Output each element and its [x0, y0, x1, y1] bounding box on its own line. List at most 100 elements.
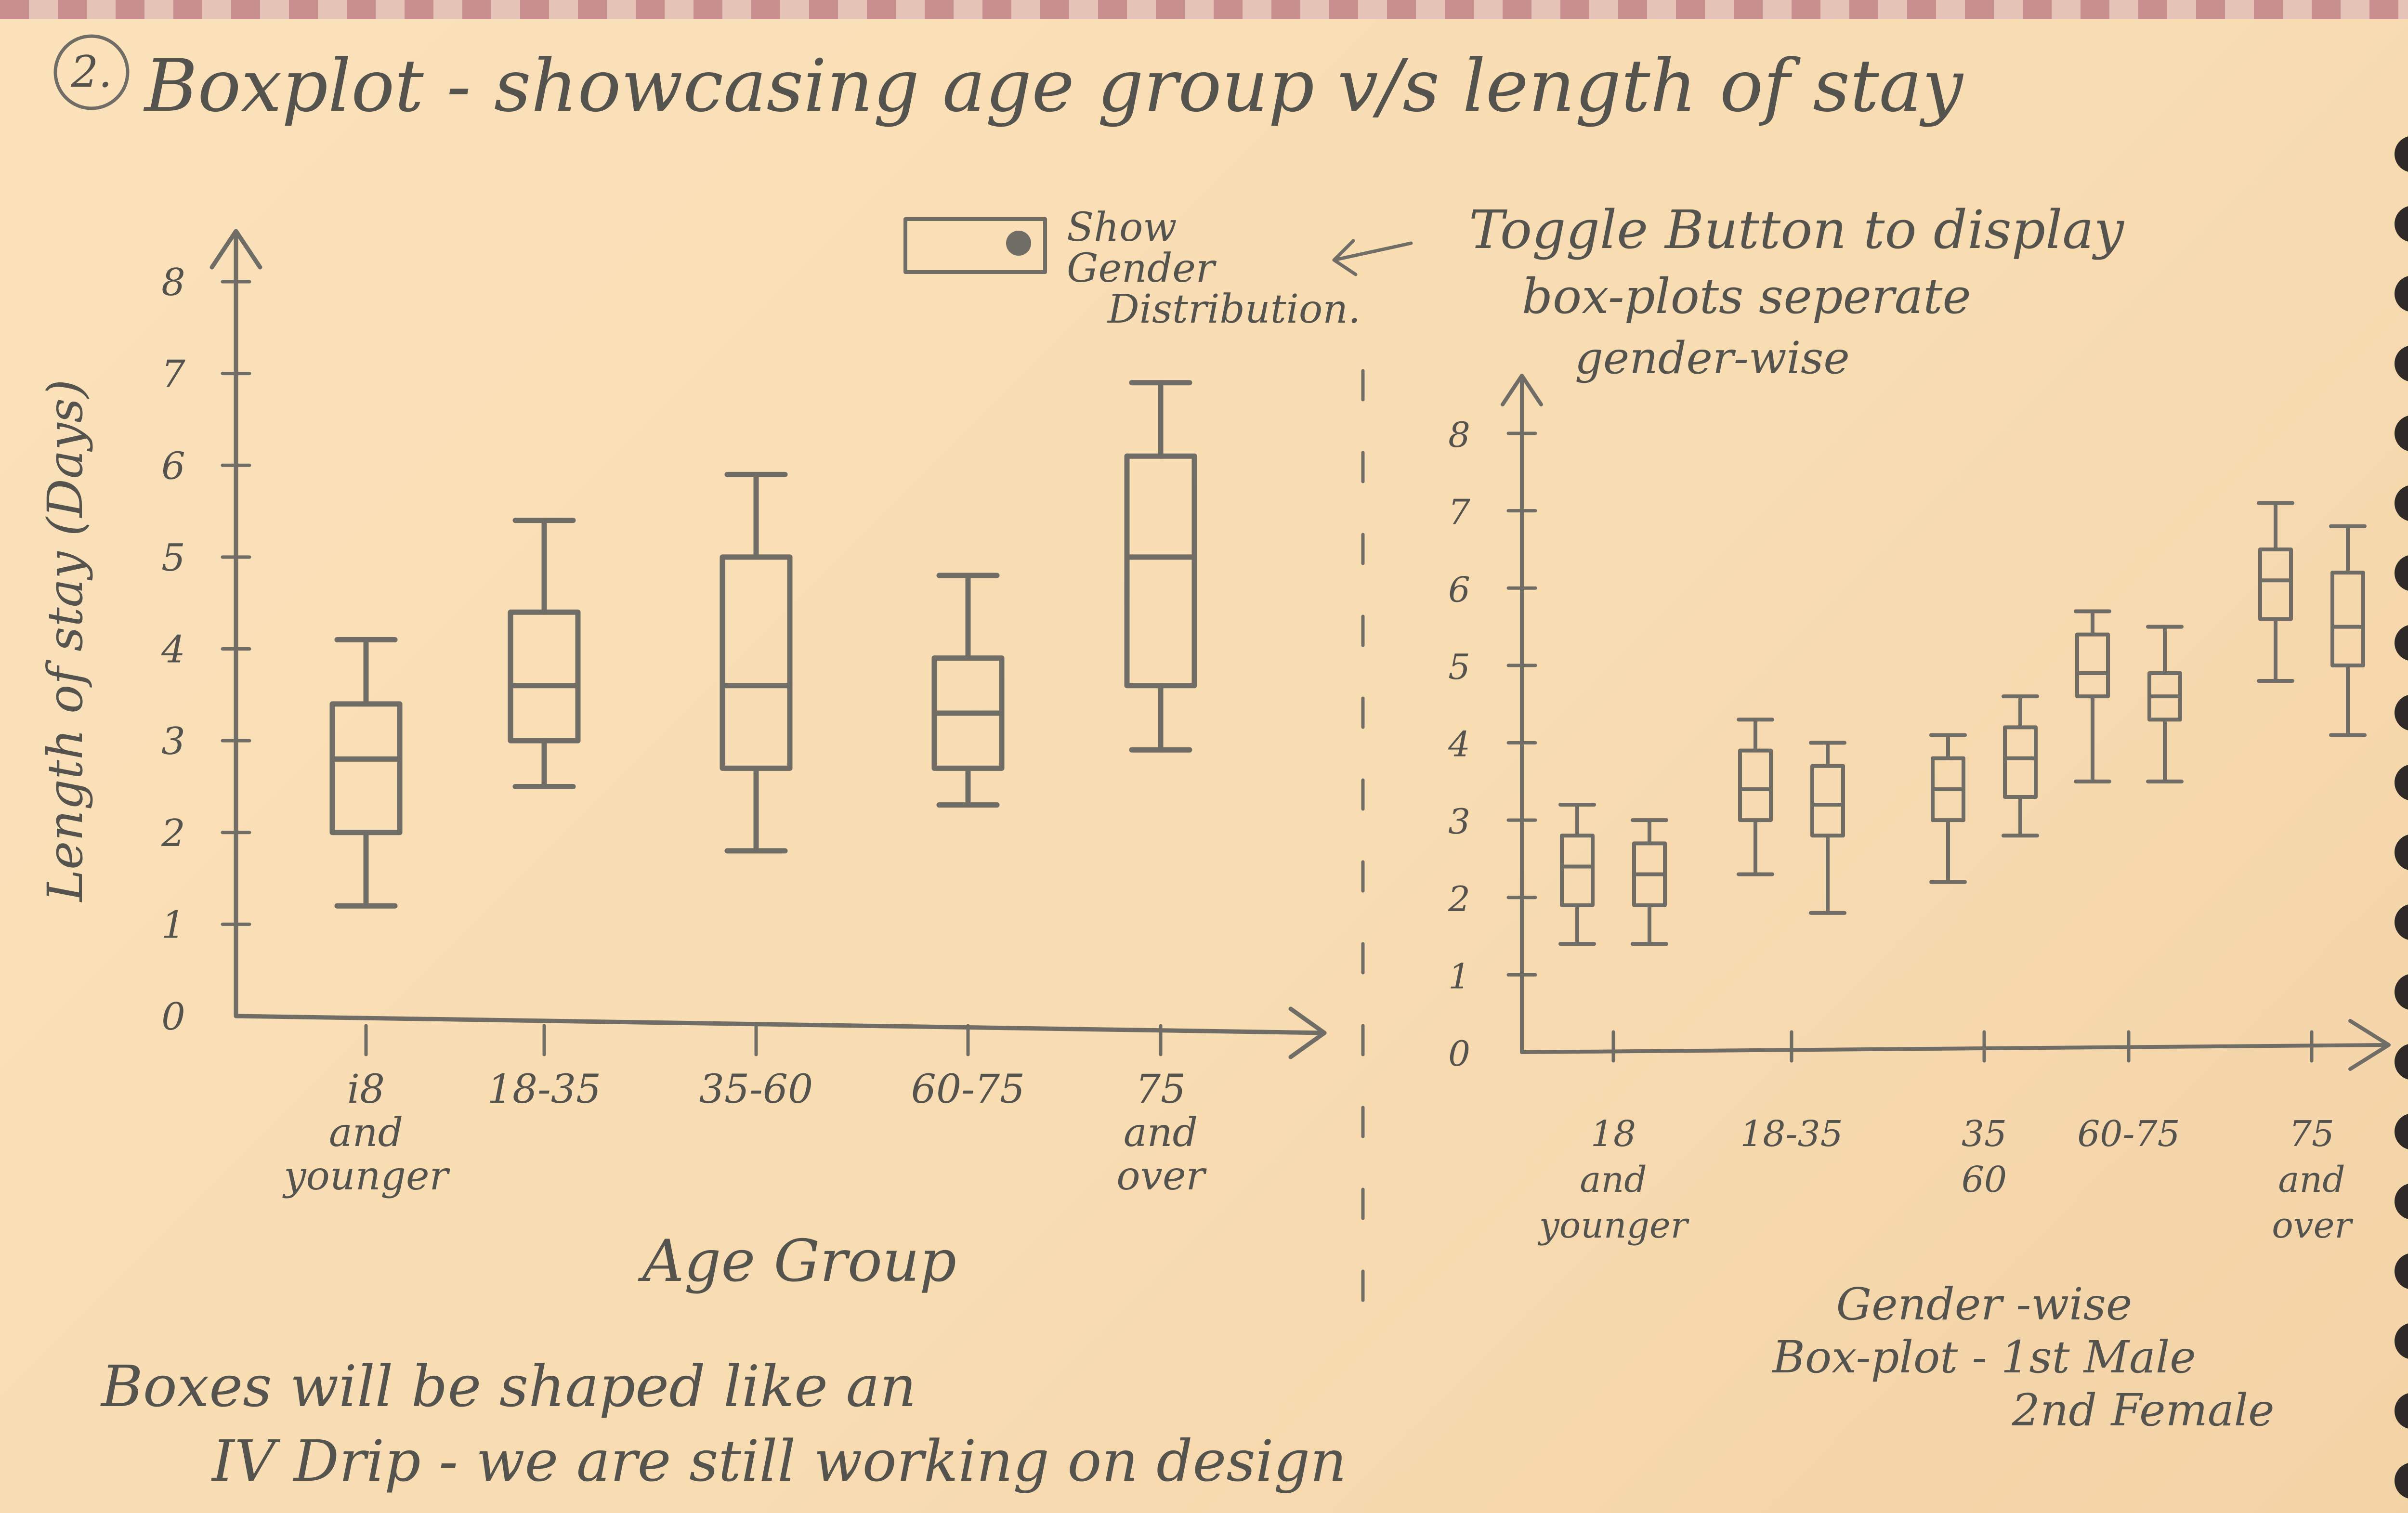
binding-hole	[2395, 1044, 2408, 1080]
iqr-box	[2003, 725, 2038, 799]
binding-hole	[2395, 1463, 2408, 1499]
binding-hole	[2395, 904, 2408, 940]
y-tick-label: 0	[1448, 1033, 1470, 1074]
binding-hole	[2395, 416, 2408, 451]
footer-note-line-2: IV Drip - we are still working on design	[211, 1428, 1347, 1494]
toggle-note-line-1: Toggle Button to display	[1469, 199, 2125, 261]
toggle-label-line-3: Distribution.	[1107, 287, 1361, 332]
binding-hole	[2395, 1253, 2408, 1289]
iqr-box	[329, 701, 403, 835]
y-tick-label: 6	[1448, 569, 1470, 610]
x-category-label: 35-60	[699, 1067, 813, 1112]
box-plot	[2257, 501, 2294, 683]
binding-hole	[2395, 1393, 2408, 1429]
box-plot	[1809, 741, 1846, 915]
box-plot	[329, 637, 403, 909]
y-axis-label-left: Length of stay (Days)	[37, 379, 93, 902]
binding-hole	[2395, 835, 2408, 870]
binding-hole	[2395, 276, 2408, 312]
spiral-binding	[2395, 136, 2408, 1499]
chart-overall: Length of stay (Days) Age Group 0 1 2 3 4 5 6 7…	[37, 229, 1327, 1295]
iqr-box	[1560, 834, 1595, 907]
iqr-box	[508, 609, 581, 743]
x-category-label: younger	[282, 1153, 450, 1199]
footer-note-line-1: Boxes will be shaped like an	[100, 1353, 916, 1420]
y-axis-left	[209, 229, 262, 1018]
x-category-label: younger	[1538, 1205, 1690, 1246]
page-title: Boxplot - showcasing age group v/s lengt…	[143, 44, 1964, 128]
toggle-switch[interactable]	[903, 217, 1047, 274]
toggle-note-line-2: box-plots seperate	[1522, 268, 1971, 325]
x-category-label: 60-75	[911, 1067, 1025, 1112]
y-tick-label: 7	[1448, 492, 1470, 533]
y-tick-label: 8	[161, 261, 185, 304]
subtitle-line-2: Box-plot - 1st Male	[1771, 1331, 2196, 1383]
iqr-box	[1738, 748, 1773, 822]
box-plot	[2002, 694, 2039, 838]
y-tick-label: 5	[161, 536, 185, 580]
x-category-label: and	[2278, 1159, 2345, 1200]
toggle-note-line-3: gender-wise	[1575, 332, 1850, 384]
binding-hole	[2395, 136, 2408, 172]
y-tick-label: 7	[161, 353, 185, 396]
box-plot	[931, 573, 1005, 808]
box-plot	[2074, 609, 2111, 783]
y-tick-label: 8	[1448, 415, 1470, 455]
x-category-label: and	[1124, 1110, 1198, 1156]
x-category-label: 60	[1962, 1159, 2007, 1200]
y-tick-label: 6	[161, 444, 185, 488]
toggle-knob[interactable]	[1006, 231, 1031, 256]
y-tick-label: 1	[1448, 956, 1470, 996]
binding-hole	[2395, 974, 2408, 1010]
toggle-label-line-2: Gender	[1067, 246, 1217, 291]
pointer-arrow	[1332, 239, 1413, 276]
x-category-label: and	[329, 1110, 403, 1156]
subtitle-line-1: Gender -wise	[1836, 1278, 2133, 1330]
binding-hole	[2395, 485, 2408, 521]
y-ticks-left: 0 1 2 3 4 5 6 7 8	[161, 261, 251, 1039]
x-category-label: over	[2272, 1205, 2354, 1246]
y-tick-label: 3	[161, 720, 185, 763]
binding-hole	[2395, 765, 2408, 800]
x-category-label: 18-35	[487, 1067, 601, 1112]
y-tick-label: 2	[1448, 879, 1470, 919]
y-axis-right	[1501, 374, 1543, 1054]
binding-hole	[2395, 555, 2408, 591]
toggle-sketch: Show Gender Distribution. Toggle Button …	[903, 199, 2125, 384]
box-plot	[1558, 803, 1596, 946]
iqr-box	[1124, 453, 1197, 689]
iqr-box	[720, 554, 793, 771]
box-plot	[2146, 625, 2184, 783]
binding-hole	[2395, 1184, 2408, 1219]
box-plot	[1631, 818, 1668, 946]
x-category-label: 18-35	[1740, 1113, 1843, 1155]
x-category-label: 18	[1591, 1113, 1636, 1155]
subtitle-line-3: 2nd Female	[2011, 1384, 2274, 1436]
y-tick-label: 1	[161, 903, 185, 947]
box-plot	[2329, 524, 2367, 737]
boxes-left	[329, 380, 1197, 909]
x-category-label: 60-75	[2077, 1113, 2180, 1155]
x-category-label: over	[1116, 1153, 1207, 1199]
box-plot	[720, 471, 793, 854]
x-axis-right	[1520, 1019, 2391, 1071]
box-plot	[1737, 717, 1774, 876]
y-tick-label: 0	[161, 995, 185, 1039]
iqr-box	[2075, 632, 2110, 699]
y-tick-label: 4	[161, 628, 185, 672]
iqr-box	[2330, 571, 2365, 667]
y-tick-label: 5	[1448, 647, 1470, 687]
iqr-box	[2258, 547, 2293, 621]
binding-hole	[2395, 1323, 2408, 1359]
binding-hole	[2395, 1114, 2408, 1149]
boxes-right	[1558, 501, 2367, 946]
box-plot	[1124, 380, 1197, 753]
toggle-label-line-1: Show	[1067, 205, 1177, 250]
x-category-label: i8	[347, 1067, 385, 1112]
header: 2. Boxplot - showcasing age group v/s le…	[53, 34, 1964, 128]
binding-hole	[2395, 346, 2408, 381]
background-fabric	[0, 0, 2408, 19]
